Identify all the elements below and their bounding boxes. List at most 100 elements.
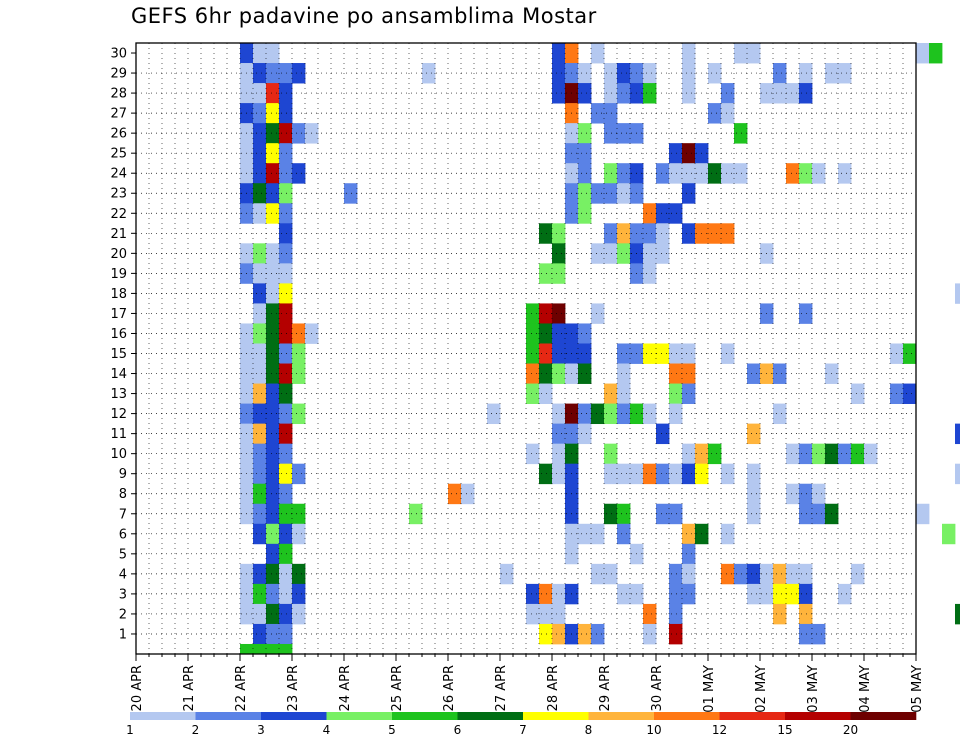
heatmap-cell [578,623,592,645]
x-tick-label: 05 MAY [910,665,925,713]
colorbar-swatch [326,712,393,720]
heatmap-cell [669,163,683,184]
heatmap-cell [279,103,293,124]
heatmap-cell [916,43,930,64]
heatmap-cell [591,103,605,124]
heatmap-cell [552,243,566,264]
heatmap-cell [721,523,735,545]
heatmap-cell [591,303,605,324]
y-tick-label: 1 [119,627,127,642]
heatmap-cell [656,463,670,485]
heatmap-cell [721,343,735,364]
heatmap-cell [552,223,566,244]
heatmap-cell [539,603,553,625]
heatmap-cell [253,443,267,465]
y-tick-label: 8 [119,487,127,502]
x-tick-label: 25 APR [390,665,405,711]
heatmap-cell [578,523,592,545]
x-tick-label: 04 MAY [858,665,873,713]
y-tick-label: 10 [110,447,127,462]
heatmap-cell [669,603,683,625]
heatmap-cell [747,463,761,485]
x-tick-label: 20 APR [130,665,145,711]
colorbar-swatch [261,712,327,720]
heatmap-cell [279,583,293,605]
heatmap-cell [539,263,553,284]
heatmap-cell [682,523,696,545]
heatmap-cell [643,603,657,625]
colorbar-swatch [130,712,196,720]
heatmap-cell [604,503,618,525]
heatmap-cell [279,483,293,505]
y-tick-label: 17 [110,307,127,322]
heatmap-cell [292,63,306,84]
x-tick-label: 23 APR [286,665,301,711]
heatmap-cell [266,643,280,655]
heatmap-cell [539,463,553,485]
heatmap-cell [604,443,618,465]
heatmap-cell [279,383,293,404]
heatmap-cell [682,63,696,84]
heatmap-cell [864,443,878,465]
heatmap-cell [279,603,293,625]
heatmap-cell [721,463,735,485]
y-tick-label: 28 [110,87,127,102]
colorbar-swatch [457,712,524,720]
colorbar-label: 4 [323,723,331,737]
heatmap-cell [552,363,566,384]
heatmap-cell [292,323,306,344]
heatmap-cell [266,543,280,565]
heatmap-cell [734,563,748,585]
heatmap-cell [812,163,826,184]
y-tick-label: 5 [119,547,127,562]
heatmap-cell [253,103,267,124]
heatmap-cell [279,423,293,445]
y-tick-label: 12 [110,407,127,422]
y-tick-label: 20 [110,247,127,262]
heatmap-cell [617,183,631,204]
heatmap-cell [799,563,813,585]
heatmap-cell [669,203,683,224]
heatmap-cell [903,383,917,404]
heatmap-cell [617,83,631,104]
heatmap-cell [682,83,696,104]
heatmap-cell [643,623,657,645]
heatmap-cell [253,263,267,284]
heatmap-cell [669,463,683,485]
heatmap-cell [617,403,631,425]
heatmap-cell [617,363,631,384]
heatmap-cell [669,383,683,404]
heatmap-cell [669,563,683,585]
heatmap-cell [773,83,787,104]
heatmap-cell [734,43,748,64]
heatmap-cell [578,143,592,164]
colorbar-label: 6 [454,723,462,737]
heatmap-cell [617,243,631,264]
heatmap-cell [279,303,293,324]
colorbar-label: 3 [257,723,265,737]
heatmap-cell [812,623,826,645]
heatmap-cell [552,63,566,84]
heatmap-cell [578,63,592,84]
heatmap-cell [578,183,592,204]
colorbar-label: 15 [777,723,792,737]
x-tick-label: 28 APR [546,665,561,711]
heatmap-cell [721,83,735,104]
colorbar-swatch [719,712,786,720]
heatmap-cell [656,203,670,224]
x-tick-label: 21 APR [182,665,197,711]
heatmap-cell [253,63,267,84]
heatmap-cell [279,143,293,164]
heatmap-cell [721,103,735,124]
heatmap-cell [643,63,657,84]
heatmap-cell [669,403,683,425]
heatmap-cell [656,423,670,445]
heatmap-cell [552,463,566,485]
heatmap-cell [604,63,618,84]
heatmap-cell [253,383,267,404]
heatmap-cell [708,223,722,244]
heatmap-cell [266,183,280,204]
colorbar-label: 8 [585,723,593,737]
heatmap-cell [266,623,280,645]
